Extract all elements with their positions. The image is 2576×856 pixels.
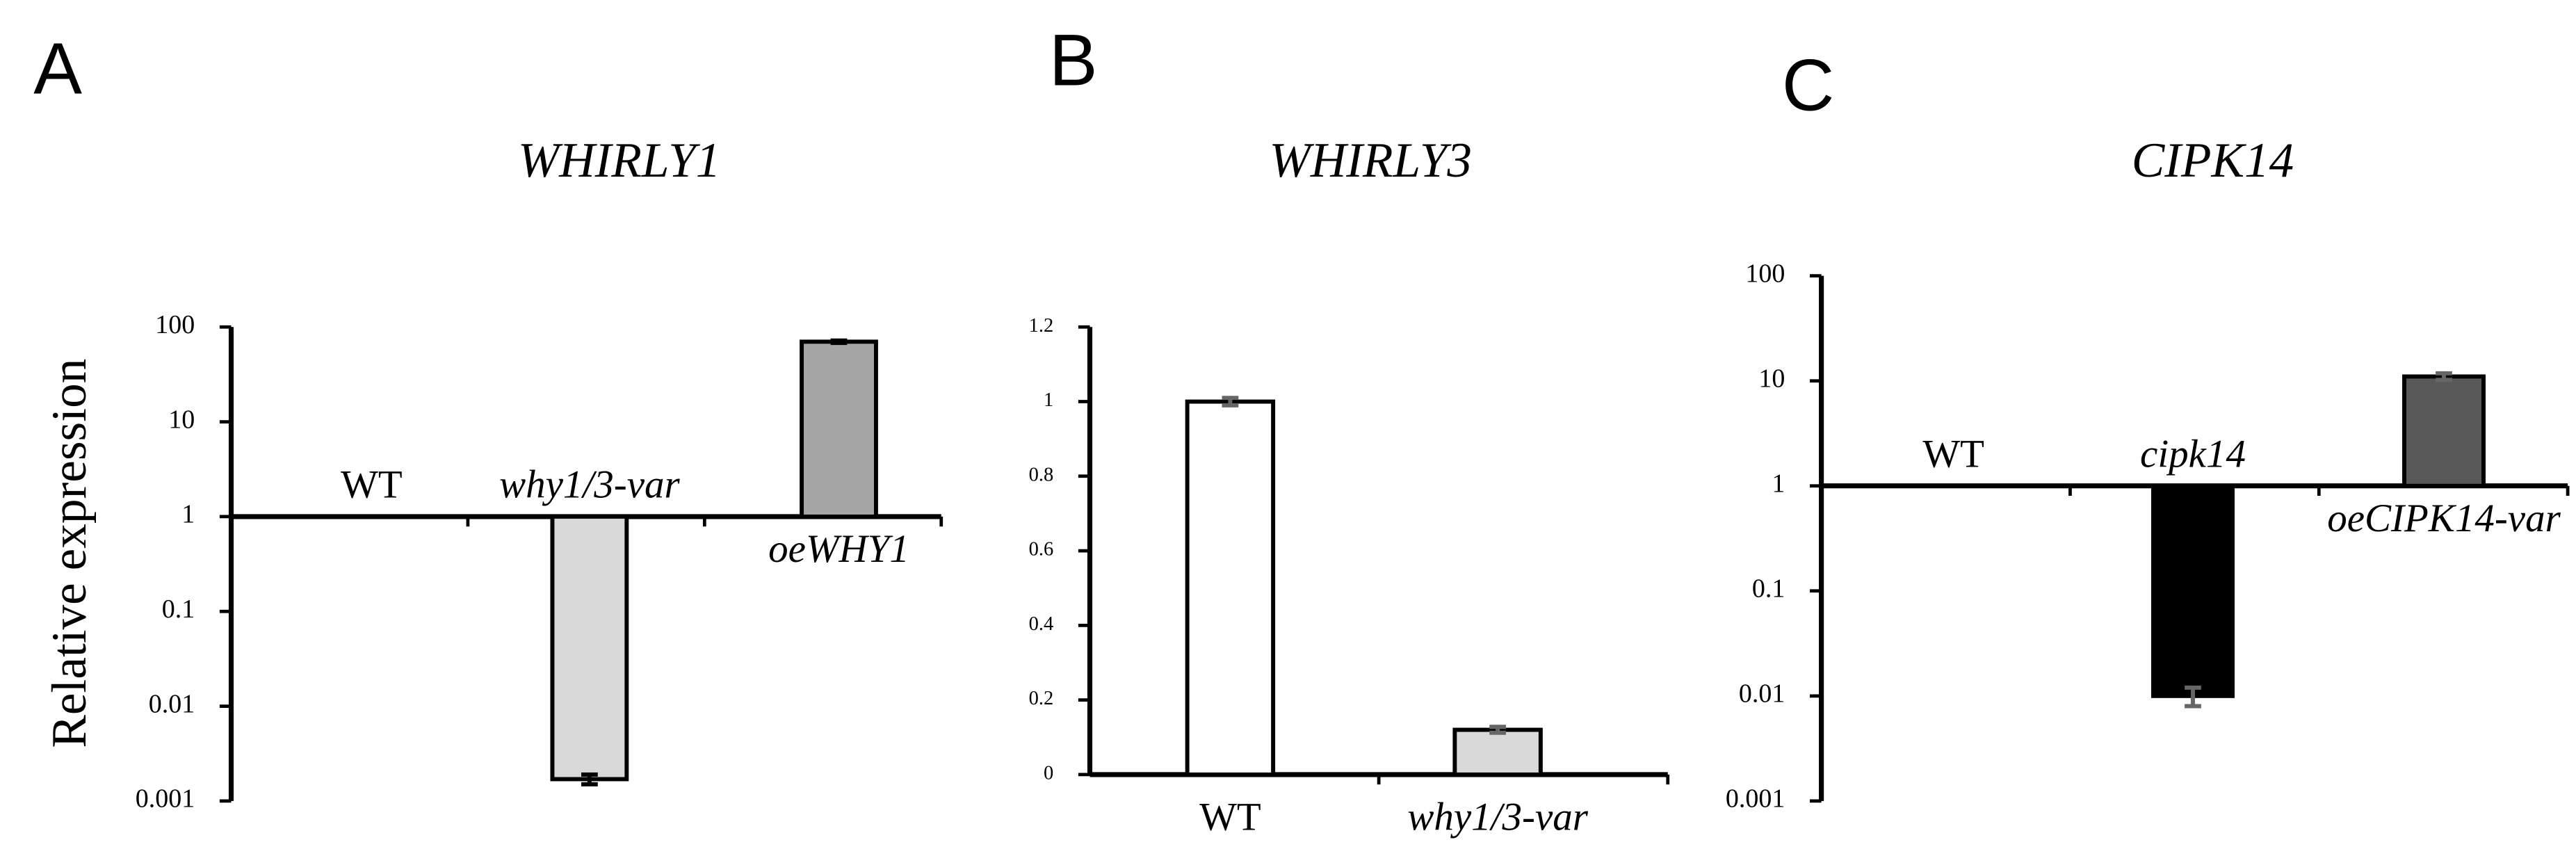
error-bar xyxy=(1222,396,1239,407)
bar xyxy=(1452,727,1543,777)
x-tick-label: oeWHY1 xyxy=(768,527,909,571)
y-tick-label: 10 xyxy=(168,405,195,434)
y-tick-label: 100 xyxy=(155,310,195,339)
x-tick-label: WT xyxy=(1922,432,1984,476)
y-tick-label: 10 xyxy=(1758,364,1785,393)
y-tick-label: 1.2 xyxy=(1029,315,1054,337)
y-tick-label: 0 xyxy=(1044,762,1053,784)
x-tick-label: WT xyxy=(341,463,403,507)
chart-title: CIPK14 xyxy=(2132,134,2294,188)
y-tick-label: 0.001 xyxy=(136,784,195,814)
error-bar xyxy=(830,338,848,346)
bar xyxy=(550,514,629,782)
x-tick-label: oeCIPK14-var xyxy=(2327,496,2561,540)
y-tick-label: 0.01 xyxy=(1739,679,1785,709)
bar xyxy=(2402,374,2486,488)
x-tick-label: why1/3-var xyxy=(1407,795,1588,839)
y-tick-label: 0.6 xyxy=(1029,539,1054,560)
error-bar xyxy=(2436,371,2452,382)
bar xyxy=(800,339,878,519)
x-tick-label: cipk14 xyxy=(2140,432,2246,476)
bar xyxy=(1185,399,1276,777)
y-tick-label: 0.01 xyxy=(149,689,195,718)
panel-label: B xyxy=(1049,20,1098,102)
y-tick-label: 1 xyxy=(1044,389,1053,411)
y-tick-label: 0.1 xyxy=(162,595,195,624)
error-bar xyxy=(2185,685,2201,709)
x-tick-label: why1/3-var xyxy=(499,463,680,507)
panel-label: A xyxy=(33,29,82,110)
y-tick-label: 0.2 xyxy=(1029,688,1054,709)
y-tick-label: 100 xyxy=(1745,259,1785,288)
y-axis-label: Relative expression xyxy=(42,359,97,748)
y-tick-label: 1 xyxy=(181,500,195,529)
chart-title: WHIRLY1 xyxy=(518,134,721,188)
y-tick-label: 0.8 xyxy=(1029,464,1054,485)
y-tick-label: 0.1 xyxy=(1752,574,1785,604)
x-tick-label: WT xyxy=(1199,795,1261,839)
panel-label: C xyxy=(1782,45,1834,126)
error-bar xyxy=(1489,725,1506,735)
y-tick-label: 1 xyxy=(1772,469,1785,498)
error-bar xyxy=(581,772,598,786)
y-tick-label: 0.001 xyxy=(1726,784,1785,814)
bar xyxy=(2151,483,2235,698)
chart-title: WHIRLY3 xyxy=(1269,134,1472,188)
y-tick-label: 0.4 xyxy=(1029,613,1054,635)
